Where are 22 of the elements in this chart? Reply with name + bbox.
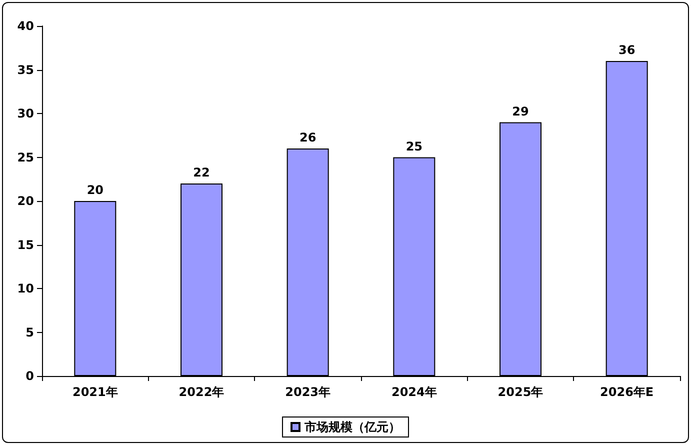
x-tick-label: 2023年	[285, 385, 331, 399]
data-label: 25	[406, 139, 423, 154]
y-tick-label: 5	[26, 325, 34, 340]
data-label: 26	[299, 130, 316, 144]
y-tick-label: 20	[17, 194, 34, 208]
data-label: 22	[193, 166, 210, 180]
data-label: 36	[618, 43, 636, 57]
data-label: 20	[86, 183, 104, 197]
x-tick-label: 2022年	[178, 385, 224, 399]
data-label: 29	[512, 104, 529, 118]
x-tick-label: 2024年	[391, 385, 437, 399]
y-tick-label: 25	[17, 150, 34, 164]
legend-label: 市场规模（亿元）	[304, 420, 400, 434]
y-tick-label: 35	[17, 62, 34, 77]
y-tick-label: 30	[17, 106, 34, 120]
x-tick-label: 2026年E	[600, 385, 654, 399]
y-tick-label: 0	[26, 369, 34, 383]
y-tick-label: 15	[17, 238, 34, 252]
x-tick-label: 2025年	[498, 385, 544, 399]
y-tick-label: 10	[17, 282, 34, 296]
x-tick-label: 2021年	[72, 385, 118, 399]
y-tick-label: 40	[17, 19, 34, 33]
